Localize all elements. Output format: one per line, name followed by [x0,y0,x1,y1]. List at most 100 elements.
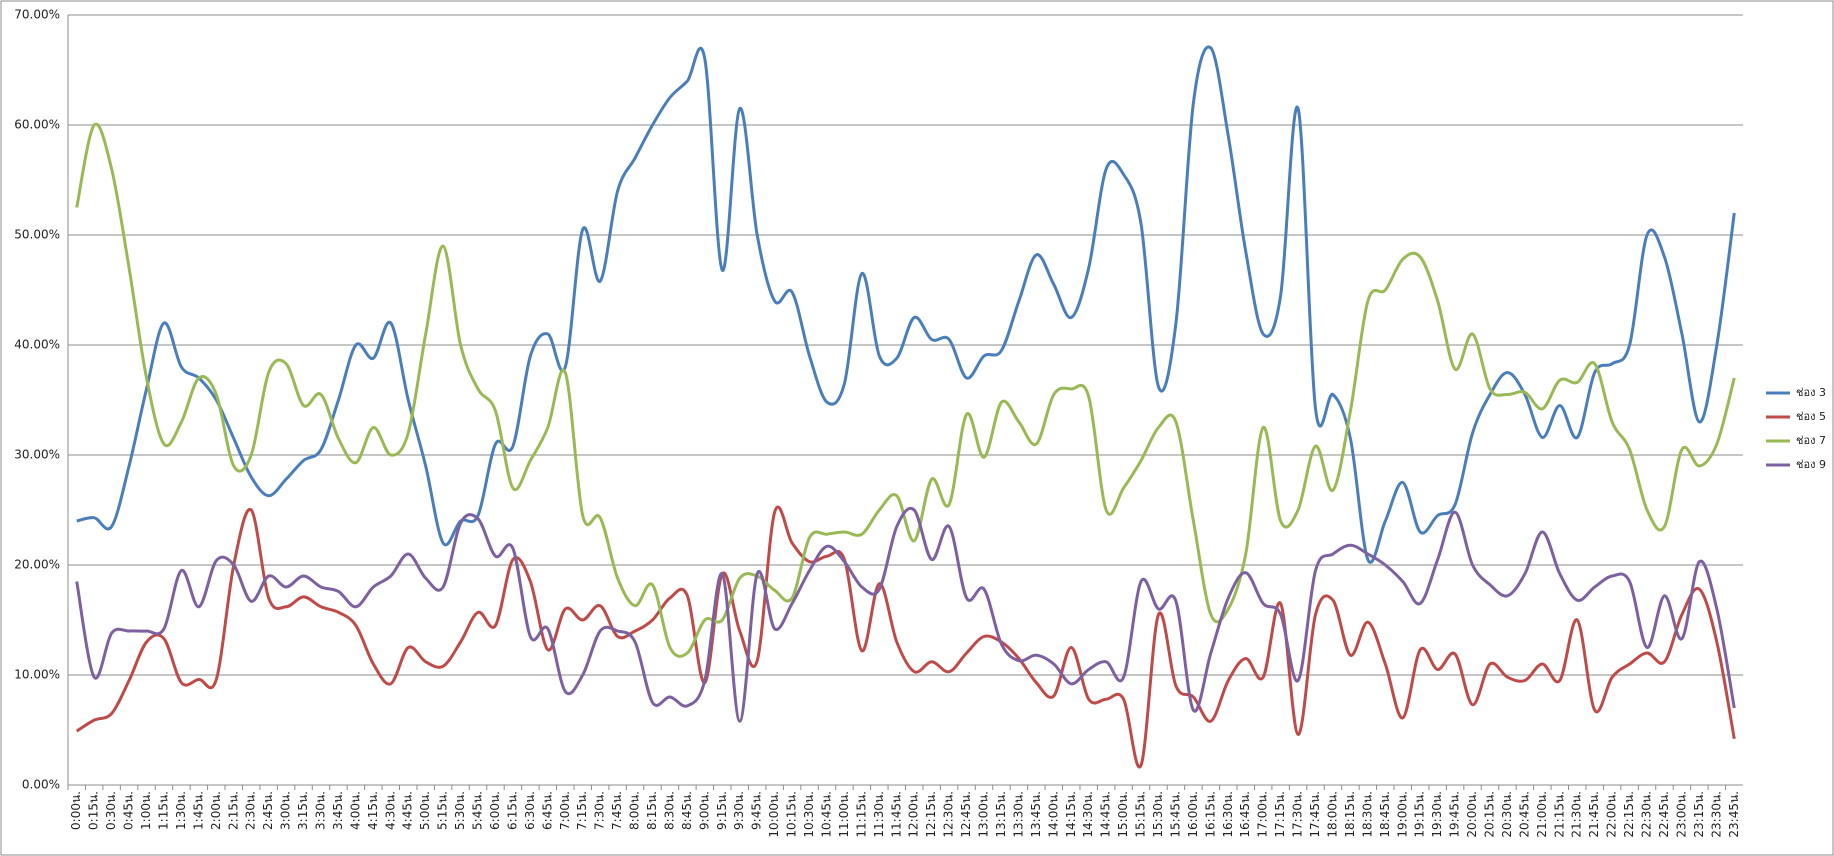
legend-label: ช่อง 9 [1796,458,1826,471]
x-tick-label: 11:00น. [837,791,851,838]
x-tick-label: 17:15น. [1273,791,1287,838]
x-tick-label: 23:15น. [1692,791,1706,838]
line-series [75,505,1736,769]
x-tick-label: 8:45น. [680,791,694,830]
x-tick-label: 15:15น. [1134,791,1148,838]
x-tick-label: 11:30น. [872,791,886,838]
x-tick-label: 23:30น. [1709,791,1723,838]
x-tick-label: 9:45น. [750,791,764,830]
x-tick-label: 18:00น. [1325,791,1339,838]
x-tick-label: 7:00น. [558,791,572,830]
x-tick-label: 3:15น. [296,791,310,830]
x-tick-label: 3:30น. [313,791,327,830]
legend-label: ช่อง 3 [1796,386,1826,399]
x-tick-label: 23:45น. [1727,791,1741,838]
x-tick-label: 8:15น. [645,791,659,830]
x-tick-label: 2:00น. [209,791,223,830]
x-tick-label: 1:30น. [174,791,188,830]
x-tick-label: 9:00น. [697,791,711,830]
x-tick-label: 21:00น. [1535,791,1549,838]
x-tick-label: 15:30น. [1151,791,1165,838]
x-tick-label: 14:00น. [1046,791,1060,838]
x-tick-label: 6:00น. [488,791,502,830]
x-tick-label: 5:30น. [453,791,467,830]
x-tick-label: 10:15น. [785,791,799,838]
x-tick-label: 1:00น. [139,791,153,830]
x-tick-label: 8:30น. [662,791,676,830]
y-tick-label: 70.00% [14,8,60,22]
x-tick-label: 14:45น. [1099,791,1113,838]
x-tick-label: 6:15น. [505,791,519,830]
y-tick-label: 0.00% [22,778,60,792]
y-tick-label: 40.00% [14,338,60,352]
x-tick-label: 13:15น. [994,791,1008,838]
x-tick-label: 14:30น. [1081,791,1095,838]
x-tick-label: 21:45น. [1587,791,1601,838]
x-tick-label: 19:45น. [1448,791,1462,838]
x-tick-label: 2:45น. [261,791,275,830]
x-tick-label: 11:15น. [854,791,868,838]
y-tick-label: 10.00% [14,668,60,682]
x-tick-label: 18:45น. [1378,791,1392,838]
x-tick-label: 22:15น. [1622,791,1636,838]
x-tick-label: 16:30น. [1221,791,1235,838]
x-tick-label: 20:00น. [1465,791,1479,838]
x-tick-label: 10:45น. [819,791,833,838]
x-tick-label: 4:30น. [383,791,397,830]
x-tick-label: 4:45น. [401,791,415,830]
y-tick-label: 60.00% [14,118,60,132]
x-tick-label: 0:00น. [69,791,83,830]
x-tick-label: 22:30น. [1640,791,1654,838]
x-tick-label: 7:15น. [575,791,589,830]
x-tick-label: 20:30น. [1500,791,1514,838]
x-tick-label: 4:00น. [348,791,362,830]
x-tick-label: 17:00น. [1256,791,1270,838]
x-tick-label: 21:15น. [1552,791,1566,838]
x-tick-label: 15:00น. [1116,791,1130,838]
x-tick-label: 19:30น. [1430,791,1444,838]
x-tick-label: 1:45น. [191,791,205,830]
x-tick-label: 7:45น. [610,791,624,830]
x-tick-label: 13:30น. [1011,791,1025,838]
x-tick-label: 12:45น. [959,791,973,838]
x-tick-label: 10:30น. [802,791,816,838]
x-tick-label: 7:30น. [593,791,607,830]
x-tick-label: 12:30น. [942,791,956,838]
x-tick-label: 11:45น. [889,791,903,838]
x-tick-label: 0:30น. [104,791,118,830]
x-tick-label: 19:00น. [1395,791,1409,838]
x-tick-label: 9:15น. [715,791,729,830]
y-tick-label: 30.00% [14,448,60,462]
x-tick-label: 12:00น. [907,791,921,838]
x-tick-label: 14:15น. [1064,791,1078,838]
line-series [76,45,1736,564]
x-tick-label: 20:45น. [1517,791,1531,838]
x-tick-label: 13:00น. [977,791,991,838]
x-tick-label: 22:00น. [1605,791,1619,838]
x-tick-label: 5:15น. [436,791,450,830]
x-tick-label: 5:00น. [418,791,432,830]
x-tick-label: 17:30น. [1291,791,1305,838]
y-tick-label: 20.00% [14,558,60,572]
x-tick-label: 17:45น. [1308,791,1322,838]
legend-label: ช่อง 7 [1796,434,1826,447]
x-tick-label: 3:00น. [279,791,293,830]
x-tick-label: 8:00น. [628,791,642,830]
x-tick-label: 16:45น. [1238,791,1252,838]
x-tick-label: 6:30น. [523,791,537,830]
x-tick-label: 15:45น. [1168,791,1182,838]
x-tick-label: 20:15น. [1483,791,1497,838]
x-tick-label: 2:15น. [226,791,240,830]
x-tick-label: 9:30น. [732,791,746,830]
x-tick-label: 16:00น. [1186,791,1200,838]
x-tick-label: 23:00น. [1674,791,1688,838]
y-tick-label: 50.00% [14,228,60,242]
x-tick-label: 2:30น. [244,791,258,830]
x-tick-label: 1:15น. [156,791,170,830]
x-tick-label: 6:45น. [540,791,554,830]
x-tick-label: 4:15น. [366,791,380,830]
x-tick-label: 3:45น. [331,791,345,830]
x-tick-label: 22:45น. [1657,791,1671,838]
